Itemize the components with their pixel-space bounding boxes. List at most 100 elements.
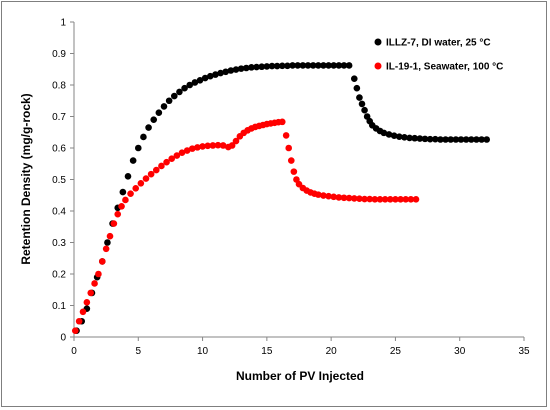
data-point xyxy=(356,195,363,203)
data-point xyxy=(402,196,410,203)
data-point xyxy=(407,196,415,203)
data-point xyxy=(294,62,302,69)
legend-marker xyxy=(374,62,382,70)
data-point xyxy=(483,136,491,143)
data-point xyxy=(127,190,134,197)
data-point xyxy=(273,62,281,70)
data-point xyxy=(79,308,87,316)
data-point xyxy=(431,135,439,143)
y-axis-title: Retention Density (mg/g-rock) xyxy=(19,93,33,264)
data-point xyxy=(385,131,393,138)
data-point xyxy=(442,136,449,143)
data-point xyxy=(227,67,235,74)
legend-label: ILLZ-7, DI water, 25 °C xyxy=(386,38,491,49)
data-point xyxy=(253,63,260,71)
legend-marker xyxy=(374,38,382,46)
data-point xyxy=(406,134,413,142)
data-point xyxy=(340,62,348,69)
data-point xyxy=(278,118,286,126)
data-point xyxy=(268,62,276,70)
data-point xyxy=(462,136,470,143)
y-tick-label: 0.1 xyxy=(52,301,66,312)
data-point xyxy=(134,144,142,152)
data-point xyxy=(232,66,240,73)
data-point xyxy=(411,134,419,142)
y-tick-label: 0.8 xyxy=(52,81,66,92)
y-tick-label: 0.5 xyxy=(52,175,66,186)
data-point xyxy=(201,74,209,82)
y-tick-label: 0.9 xyxy=(52,49,66,60)
data-point xyxy=(142,175,150,182)
data-point xyxy=(183,147,191,154)
data-point xyxy=(299,62,307,69)
data-point xyxy=(401,133,408,141)
x-tick-label: 15 xyxy=(261,346,273,357)
data-point xyxy=(163,158,170,166)
data-point xyxy=(168,155,176,163)
data-point xyxy=(437,136,444,143)
data-point xyxy=(361,195,368,203)
data-point xyxy=(330,193,338,201)
data-point xyxy=(467,136,475,143)
series-1 xyxy=(73,62,491,335)
x-tick-label: 25 xyxy=(390,346,402,357)
data-point xyxy=(390,132,398,140)
data-point xyxy=(304,62,312,69)
data-point xyxy=(356,94,363,101)
data-point xyxy=(137,179,145,187)
data-point xyxy=(366,195,374,203)
data-point xyxy=(478,136,485,143)
data-point xyxy=(397,196,404,203)
data-point xyxy=(353,84,361,92)
data-point xyxy=(119,188,127,196)
data-point xyxy=(426,135,434,143)
data-point xyxy=(181,84,188,92)
data-point xyxy=(416,135,424,142)
data-point xyxy=(102,245,110,253)
data-point xyxy=(381,196,389,203)
data-point xyxy=(173,152,181,159)
data-point xyxy=(412,196,420,203)
data-point xyxy=(457,136,465,143)
data-point xyxy=(214,141,222,149)
y-tick-label: 0.7 xyxy=(52,112,66,123)
data-point xyxy=(340,194,348,202)
data-point xyxy=(199,143,206,150)
x-tick-label: 35 xyxy=(518,346,530,357)
data-point xyxy=(371,196,379,203)
data-point xyxy=(314,62,322,69)
data-point xyxy=(95,270,102,278)
data-point xyxy=(278,62,286,70)
data-point xyxy=(320,192,327,199)
data-point xyxy=(217,69,224,77)
data-point xyxy=(395,133,403,140)
data-point xyxy=(361,106,368,114)
data-point xyxy=(320,62,327,69)
data-point xyxy=(145,124,152,131)
data-point xyxy=(132,185,140,192)
data-point xyxy=(204,142,212,150)
data-point xyxy=(263,63,271,70)
data-point xyxy=(158,162,165,170)
data-point xyxy=(170,92,178,100)
data-point xyxy=(335,194,343,201)
data-point xyxy=(285,144,293,152)
data-point xyxy=(335,62,343,69)
data-point xyxy=(140,133,147,141)
data-point xyxy=(219,142,227,149)
series-2 xyxy=(71,118,420,335)
legend-label: IL-19-1, Seawater, 100 °C xyxy=(386,62,503,73)
data-point xyxy=(150,116,158,123)
data-point xyxy=(91,280,98,287)
data-point xyxy=(376,196,384,203)
data-point xyxy=(287,157,295,164)
data-point xyxy=(147,170,155,178)
data-point xyxy=(380,129,388,137)
data-point xyxy=(176,88,183,96)
data-point xyxy=(392,196,399,203)
x-tick-label: 5 xyxy=(136,346,142,357)
data-point xyxy=(330,62,338,69)
data-point xyxy=(325,62,332,69)
y-tick-label: 0.2 xyxy=(52,270,66,281)
